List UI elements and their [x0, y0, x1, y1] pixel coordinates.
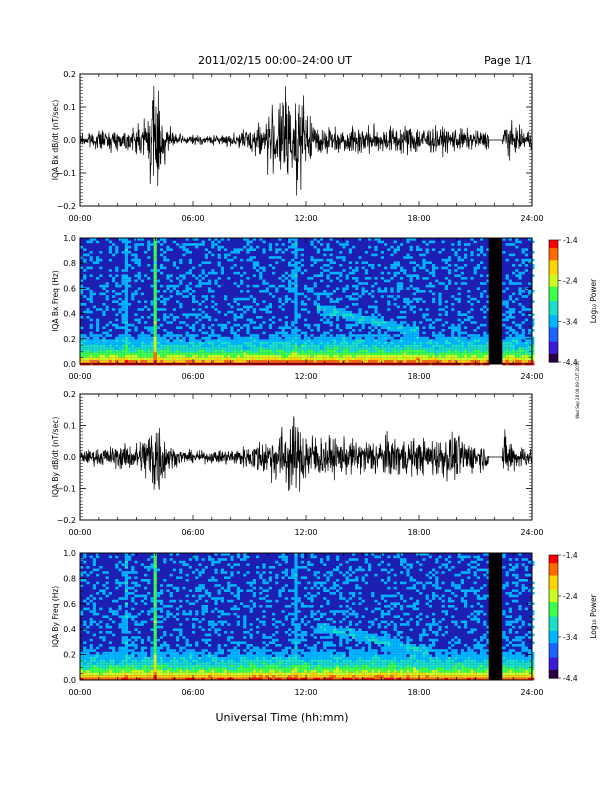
y-tick-label-3-3: 0.4	[63, 625, 76, 634]
y-tick-label-0-2: 0.0	[63, 136, 76, 145]
y-tick-label-2-0: 0.2	[63, 390, 76, 399]
y-tick-label-2-1: 0.1	[63, 422, 76, 431]
colorbar-tick-label-3-1: -2.4	[563, 592, 578, 601]
colorbar-tick-label-3-3: -4.4	[563, 674, 578, 683]
x-tick-label-3-1: 06:00	[181, 688, 204, 697]
x-tick-label-3-0: 00:00	[68, 688, 91, 697]
waveform-panel-2	[79, 393, 533, 521]
page-number: Page 1/1	[484, 54, 532, 67]
colorbar-label-3: Log₁₀ Power	[589, 593, 598, 638]
x-tick-label-1-3: 18:00	[407, 372, 430, 381]
x-tick-label-0-1: 06:00	[181, 214, 204, 223]
colorbar-tick-label-1-1: -2.4	[563, 277, 578, 286]
x-tick-label-0-2: 12:00	[294, 214, 317, 223]
y-tick-label-1-5: 0.0	[63, 360, 76, 369]
x-tick-label-2-1: 06:00	[181, 528, 204, 537]
y-axis-label-3: IQA By Freq (Hz)	[51, 586, 60, 648]
y-tick-label-1-4: 0.2	[63, 335, 76, 344]
spectrogram-panel-3	[79, 552, 535, 681]
x-tick-label-3-2: 12:00	[294, 688, 317, 697]
y-tick-label-1-2: 0.6	[63, 284, 76, 293]
y-tick-label-3-4: 0.2	[63, 651, 76, 660]
y-tick-label-1-0: 1.0	[63, 234, 76, 243]
y-tick-label-3-5: 0.0	[63, 676, 76, 685]
x-tick-label-1-1: 06:00	[181, 372, 204, 381]
x-tick-label-0-0: 00:00	[68, 214, 91, 223]
y-tick-label-0-4: −0.2	[57, 202, 76, 211]
colorbar-tick-label-3-0: -1.4	[563, 551, 578, 560]
colorbar-tick-label-1-2: -3.4	[563, 317, 578, 326]
x-tick-label-3-4: 24:00	[520, 688, 543, 697]
colorbar-tick-label-1-0: -1.4	[563, 236, 578, 245]
data-gap-1	[488, 238, 502, 364]
x-tick-label-1-4: 24:00	[520, 372, 543, 381]
y-tick-label-3-2: 0.6	[63, 600, 76, 609]
x-tick-label-2-3: 18:00	[407, 528, 430, 537]
side-note: Wed Sep 28 09:09 CUT 2016	[575, 361, 580, 419]
waveform-trace-2	[79, 416, 533, 492]
x-tick-label-2-4: 24:00	[520, 528, 543, 537]
colorbar-tick-label-1-3: -4.4	[563, 358, 578, 367]
colorbar-tick-label-3-2: -3.4	[563, 633, 578, 642]
y-axis-label-2: IQA By dB/dt (nT/sec)	[51, 417, 60, 498]
x-tick-label-3-3: 18:00	[407, 688, 430, 697]
x-axis-label: Universal Time (hh:mm)	[216, 711, 349, 724]
y-tick-label-1-3: 0.4	[63, 310, 76, 319]
colorbar-1: -1.4 -2.4 -3.4 -4.4 Log₁₀ Power	[548, 236, 598, 367]
y-axis-label-0: IQA Bx dB/dt (nT/sec)	[51, 100, 60, 181]
spectrogram-panel-1	[79, 237, 535, 366]
y-tick-label-3-1: 0.8	[63, 574, 76, 583]
y-tick-label-1-1: 0.8	[63, 259, 76, 268]
y-tick-label-2-2: 0.0	[63, 453, 76, 462]
x-tick-label-2-0: 00:00	[68, 528, 91, 537]
colorbar-3: -1.4 -2.4 -3.4 -4.4 Log₁₀ Power	[548, 551, 598, 683]
y-tick-label-2-4: −0.2	[57, 516, 76, 525]
data-gap-3	[488, 553, 502, 680]
x-tick-label-0-3: 18:00	[407, 214, 430, 223]
x-tick-label-1-2: 12:00	[294, 372, 317, 381]
page-title: 2011/02/15 00:00–24:00 UT	[198, 54, 352, 67]
colorbar-frame-3	[548, 554, 559, 679]
colorbar-frame-1	[548, 239, 559, 363]
y-tick-label-2-3: −0.1	[57, 485, 76, 494]
y-tick-label-0-1: 0.1	[63, 103, 76, 112]
x-tick-label-0-4: 24:00	[520, 214, 543, 223]
x-tick-label-1-0: 00:00	[68, 372, 91, 381]
panels: 0.2 0.1 0.0 −0.1 −0.2 00:00 06:00 12:00 18:00 24:…	[51, 70, 598, 697]
y-tick-label-0-3: −0.1	[57, 169, 76, 178]
x-tick-label-2-2: 12:00	[294, 528, 317, 537]
waveform-trace-0	[79, 85, 533, 196]
colorbar-label-1: Log₁₀ Power	[589, 278, 598, 323]
waveform-panel-0	[79, 73, 533, 207]
spectrogram-cells-3	[80, 553, 535, 681]
y-tick-label-0-0: 0.2	[63, 70, 76, 79]
y-axis-label-1: IQA Bx Freq (Hz)	[51, 270, 60, 332]
y-tick-label-3-0: 1.0	[63, 549, 76, 558]
